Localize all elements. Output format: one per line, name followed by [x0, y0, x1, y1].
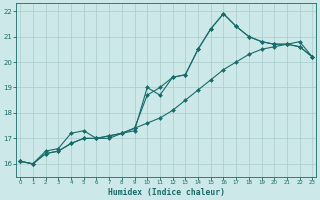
X-axis label: Humidex (Indice chaleur): Humidex (Indice chaleur): [108, 188, 225, 197]
